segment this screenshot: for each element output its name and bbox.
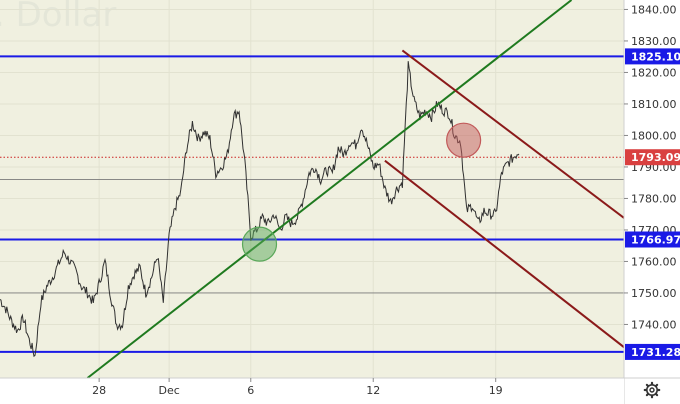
price-badge xyxy=(625,231,680,248)
y-tick-label: 1810.00 xyxy=(631,98,677,111)
y-tick-label: 1820.00 xyxy=(631,66,677,79)
grid xyxy=(0,0,624,378)
y-tick-label: 1800.00 xyxy=(631,129,677,142)
y-tick-label: 1780.00 xyxy=(631,192,677,205)
trend-lines[interactable] xyxy=(86,0,666,379)
support-circle[interactable] xyxy=(241,226,278,262)
price-badge xyxy=(625,149,680,166)
x-tick-label: 6 xyxy=(247,384,254,397)
x-axis-panel[interactable] xyxy=(0,378,624,404)
x-tick-label: 12 xyxy=(366,384,380,397)
y-tick-label: 1840.00 xyxy=(631,3,677,16)
x-tick-label: 28 xyxy=(92,384,106,397)
watermark-title: . Dollar xyxy=(0,0,116,35)
channel-upper-line[interactable] xyxy=(401,49,666,250)
price-badges: 1825.10 1766.97 1731.28 1793.09 xyxy=(625,48,680,360)
y-tick-label: 1760.00 xyxy=(631,255,677,268)
channel-lower-line[interactable] xyxy=(384,159,648,367)
annotation-circles[interactable] xyxy=(241,122,482,262)
y-tick-label: 1750.00 xyxy=(631,287,677,300)
resistance-circle[interactable] xyxy=(446,122,482,158)
price-badge xyxy=(625,48,680,65)
plot-background xyxy=(0,0,624,378)
price-badge xyxy=(625,343,680,360)
gear-icon[interactable] xyxy=(643,381,661,399)
horizontal-levels xyxy=(0,55,624,353)
price-badge-label: 1731.28 xyxy=(631,346,680,359)
price-badge-label: 1766.97 xyxy=(631,233,680,246)
price-badge-label: 1825.10 xyxy=(631,50,680,63)
x-tick-label: Dec xyxy=(158,384,179,397)
x-axis-ticks: 28 Dec 6 12 19 xyxy=(92,378,503,397)
y-tick-label: 1740.00 xyxy=(631,318,677,331)
price-badge-label: 1793.09 xyxy=(631,151,680,164)
uptrend-line[interactable] xyxy=(86,0,573,379)
y-tick-label: 1830.00 xyxy=(631,35,677,48)
x-tick-label: 19 xyxy=(489,384,503,397)
